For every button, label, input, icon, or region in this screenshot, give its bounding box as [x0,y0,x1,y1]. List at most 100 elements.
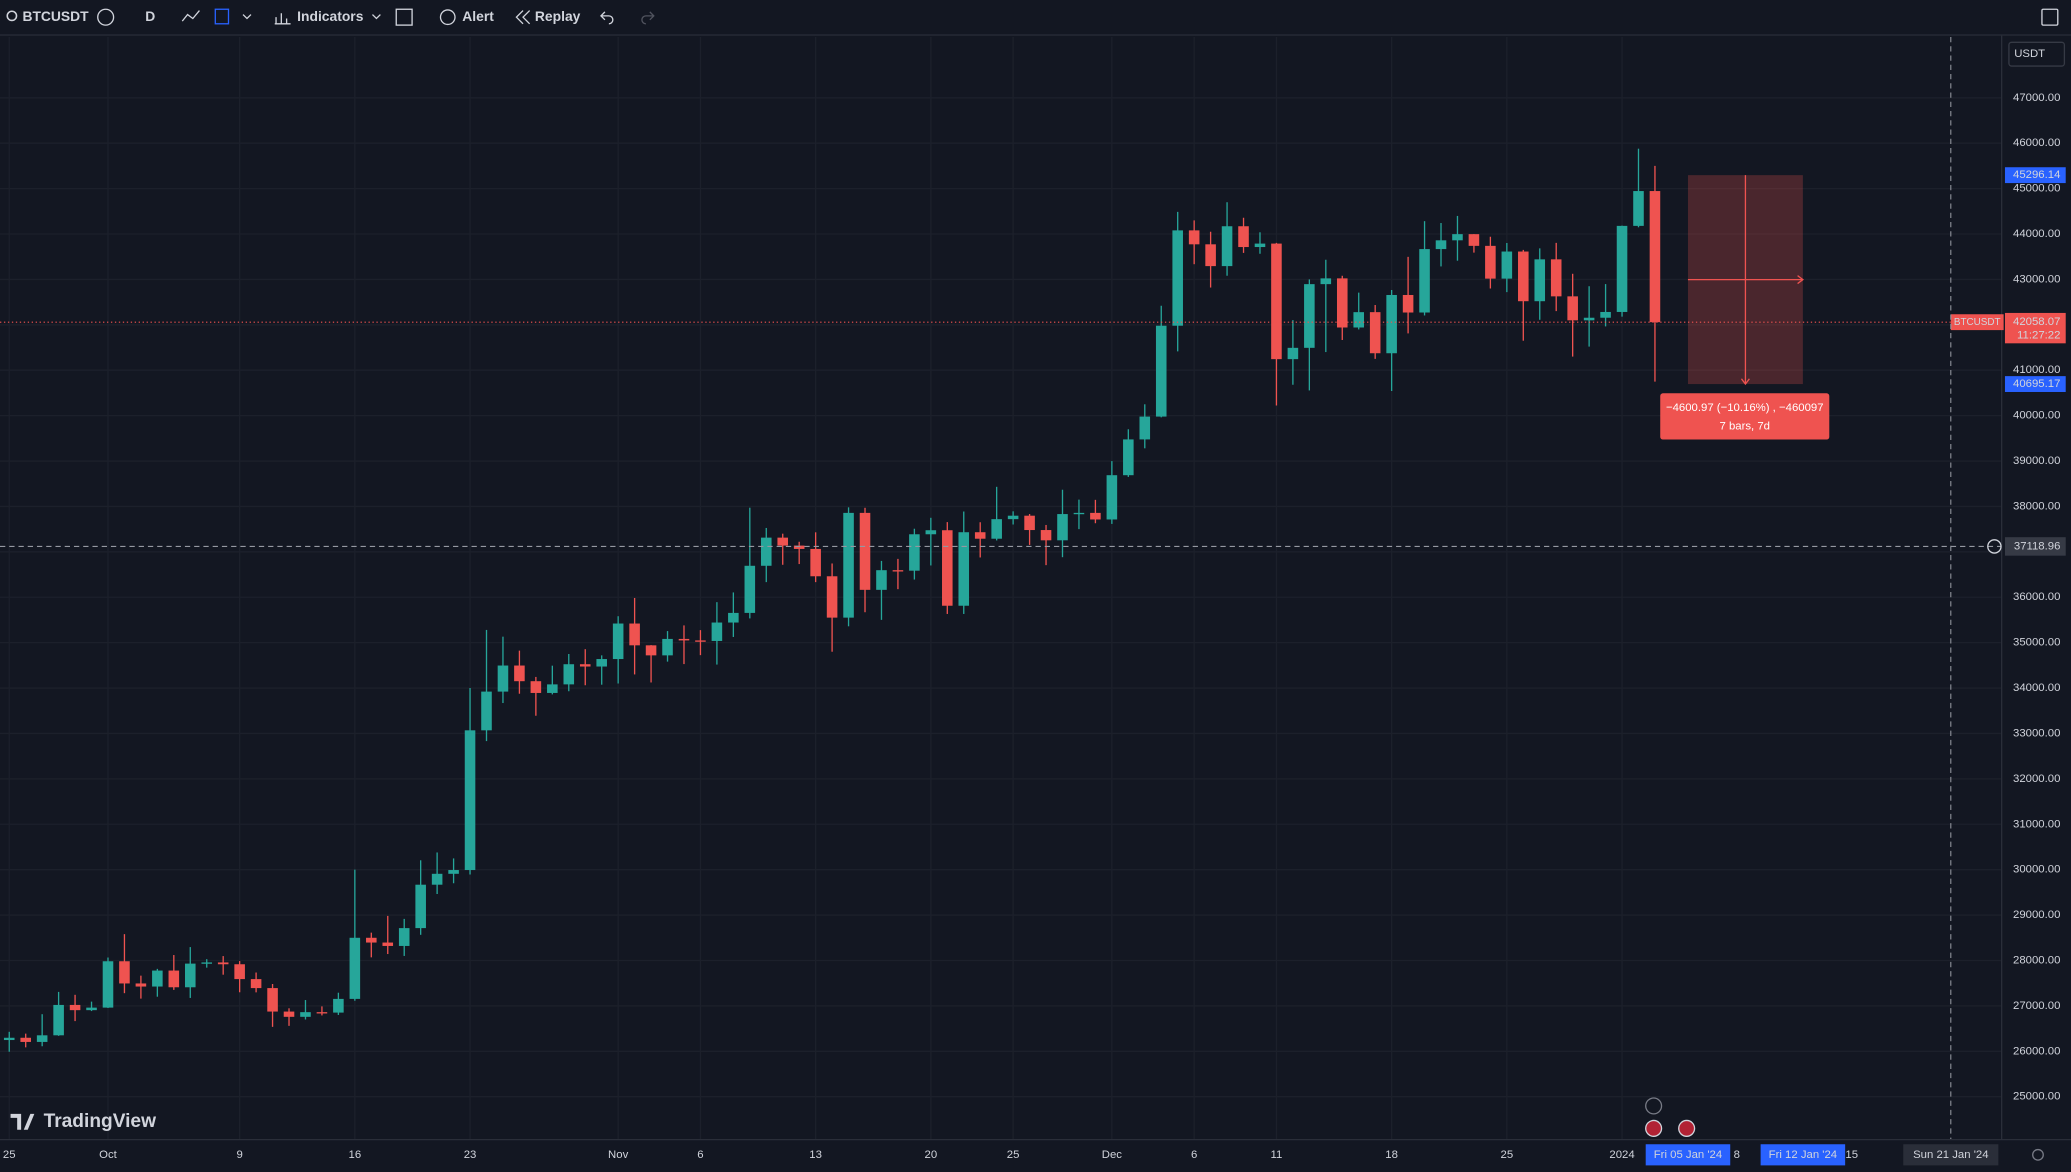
candle-body [942,530,953,606]
crosshair-price-bg [2004,537,2066,556]
candle-body [1649,191,1661,323]
candle-body [415,884,426,929]
redo[interactable] [641,11,655,25]
interval[interactable]: D [145,8,155,24]
candle-body [843,512,854,618]
candle-body [826,576,838,618]
y-tick-label: 39000.00 [2013,455,2060,467]
candle-body [744,565,756,613]
candles-icon[interactable] [214,8,230,25]
candle-body [1123,439,1134,476]
fullscreen[interactable] [2041,8,2059,26]
candle-body [695,640,706,642]
x-highlight [1760,1144,1846,1166]
candle-body [1287,347,1299,360]
candle-body [1534,259,1546,302]
candle-body [810,548,821,577]
y-tick-label: 40000.00 [2013,410,2060,422]
candle-body [1090,512,1101,520]
replay-icon[interactable] [515,10,531,25]
candle-body [267,988,278,1012]
dropdown[interactable] [371,14,381,20]
indicators-button[interactable]: Indicators [297,8,364,24]
candle-body [547,684,558,693]
measure-arrow [1797,275,1804,285]
candle-body [250,979,262,989]
search-icon[interactable] [6,10,18,22]
candle-body [612,623,624,660]
chart-type-icon[interactable] [181,10,200,22]
countdown: 11:27:22 [2017,329,2060,341]
y-tick-label: 28000.00 [2013,954,2060,966]
candle-body [678,638,690,641]
candle-body [1633,191,1644,226]
y-tick-label: 32000.00 [2013,773,2060,785]
indicators-icon[interactable] [274,13,291,25]
candle-body [530,681,542,693]
candle-body [909,534,920,571]
x-tick-label: 13 [809,1149,822,1161]
y-tick-label: 33000.00 [2013,727,2060,739]
candle-body [119,961,130,984]
event-flag[interactable] [1645,1119,1663,1137]
candle-body [1007,515,1019,520]
candle-body [1320,278,1332,285]
candle-body [1221,226,1233,267]
candle-body [1485,245,1496,279]
x-tick-label: 16 [349,1149,362,1161]
candle-body [1468,234,1480,246]
event-icon[interactable] [1645,1097,1663,1115]
compare-button[interactable] [97,8,115,26]
event-flag[interactable] [1678,1119,1696,1137]
measure-price-bg [2004,376,2066,392]
candle-body [201,962,213,964]
candle-body [629,623,640,646]
candle-body [300,1012,311,1017]
candle-body [876,570,887,590]
candle-body [135,983,147,987]
x-tick-label: 25 [3,1149,16,1161]
candle-body [69,1004,81,1011]
x-tick-label: 15 [1845,1149,1858,1161]
symbol[interactable]: BTCUSDT [22,8,89,24]
candle-body [1600,311,1611,318]
alert-button[interactable]: Alert [462,8,494,24]
candle-body [777,537,789,546]
y-tick-label: 26000.00 [2013,1045,2060,1057]
last-price-bg [2004,312,2066,344]
undo[interactable] [600,11,614,25]
logo: TradingView [44,1111,156,1132]
price-tag-bg [1950,314,2004,331]
candle-body [3,1037,15,1041]
toolbar [0,0,2071,35]
candle-body [514,665,525,682]
templates-icon[interactable] [395,8,413,26]
dropdown[interactable] [242,14,252,20]
price-tag: BTCUSDT [1954,317,2001,328]
add-alert[interactable] [1987,539,2002,554]
x-tick-label: 23 [464,1149,477,1161]
candle-body [333,998,344,1013]
candle-body [711,622,723,641]
currency-button[interactable] [2008,41,2066,67]
candle-body [1550,259,1562,297]
x-tick-label: Nov [608,1149,629,1161]
settings[interactable] [2032,1148,2044,1161]
candle-body [925,530,937,535]
candle-body [1172,230,1183,326]
x-highlight [1903,1144,1999,1166]
last-price: 42058.07 [2013,316,2060,328]
candle-body [1386,294,1397,354]
alert-icon[interactable] [439,9,456,26]
y-tick-label: 47000.00 [2013,92,2060,104]
measure-arrow [1740,378,1750,386]
candle-body [36,1035,48,1042]
measure-price: 40695.17 [2013,378,2060,390]
replay-button[interactable]: Replay [535,8,581,24]
x-tick-label: Dec [1102,1149,1123,1161]
crosshair-price: 37118.96 [2014,540,2061,552]
currency[interactable]: USDT [2014,48,2045,60]
